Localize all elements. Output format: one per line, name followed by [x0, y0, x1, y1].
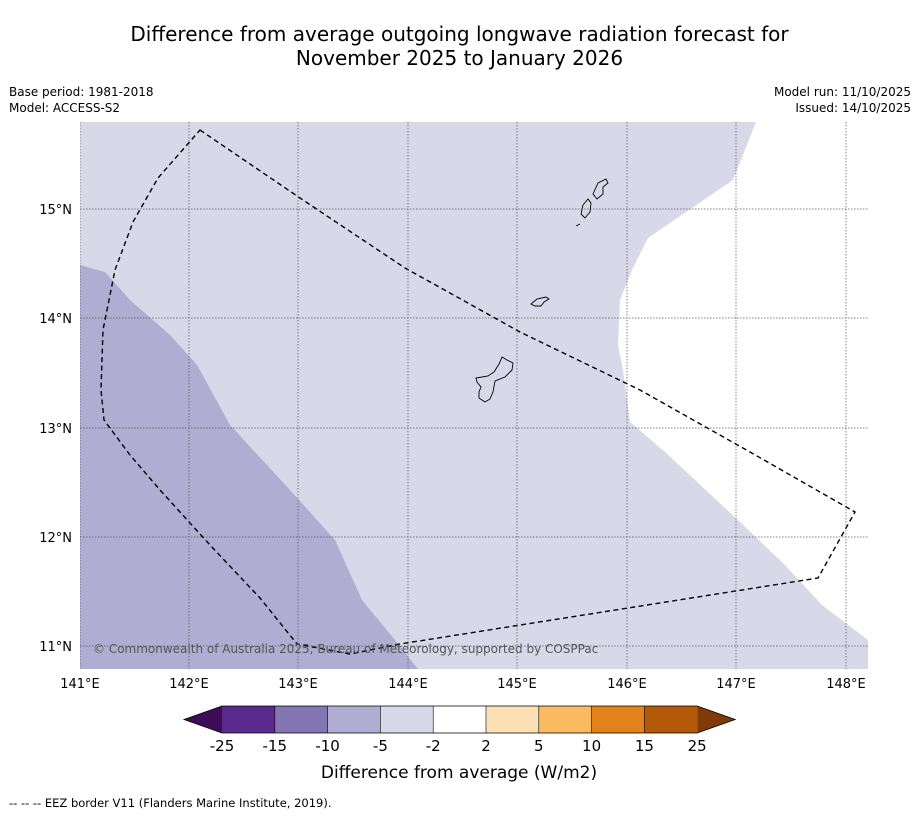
lon-label: 143°E: [278, 677, 318, 692]
colorbar-segment: [380, 706, 434, 733]
lon-label: 146°E: [607, 677, 647, 692]
colorbar-tick-label: -5: [373, 737, 388, 755]
colorbar-tick-label: 2: [481, 737, 491, 755]
island-tinian: [580, 198, 592, 219]
model-name: Model: ACCESS-S2: [9, 101, 121, 115]
lon-label: 148°E: [826, 677, 866, 692]
title-line-2: November 2025 to January 2026: [295, 46, 624, 70]
colorbar-extend-max: [697, 706, 736, 733]
colorbar-segment: [591, 706, 645, 733]
colorbar-tick-label: -2: [426, 737, 441, 755]
lat-label: 12°N: [39, 531, 72, 546]
colorbar-segment: [538, 706, 592, 733]
island-aguijan: [575, 223, 581, 227]
lat-label: 11°N: [39, 640, 72, 655]
lon-label: 147°E: [716, 677, 756, 692]
island-guam: [475, 356, 514, 403]
gridlines: [80, 122, 868, 669]
colorbar-tick-label: 5: [534, 737, 544, 755]
lon-label: 142°E: [169, 677, 209, 692]
lat-labels: 15°N 14°N 13°N 12°N 11°N: [39, 203, 72, 655]
map-plot-area: © Commonwealth of Australia 2025, Bureau…: [80, 122, 868, 669]
lon-label: 141°E: [60, 677, 100, 692]
eez-legend-symbol: -- -- --: [9, 796, 42, 810]
meta-right: Model run: 11/10/2025 Issued: 14/10/2025: [774, 84, 911, 116]
island-rota: [530, 296, 550, 307]
colorbar-segment: [222, 706, 275, 733]
chart-title: Difference from average outgoing longwav…: [0, 22, 919, 70]
colorbar-outline: [182, 705, 737, 734]
colorbar-tick-label: -15: [263, 737, 288, 755]
band-medium-purple: [80, 265, 418, 669]
colorbar-ticks: -25 -15 -10 -5 -2 2 5 10 15 25: [210, 737, 707, 755]
colorbar-segment: [274, 706, 328, 733]
colorbar-tick-label: 25: [688, 737, 707, 755]
title-line-1: Difference from average outgoing longwav…: [130, 22, 789, 46]
colorbar-tick-label: -10: [315, 737, 340, 755]
base-period: Base period: 1981-2018: [9, 85, 154, 99]
colorbar-segment: [644, 706, 698, 733]
lon-labels: 141°E 142°E 143°E 144°E 145°E 146°E 147°…: [60, 677, 866, 692]
eez-legend-text: EEZ border V11 (Flanders Marine Institut…: [44, 796, 332, 810]
colorbar: [182, 705, 737, 734]
colorbar-tick-label: -25: [210, 737, 235, 755]
eez-legend: -- -- -- EEZ border V11 (Flanders Marine…: [9, 796, 332, 810]
model-run: Model run: 11/10/2025: [773, 85, 911, 99]
colorbar-tick-label: 10: [582, 737, 601, 755]
colorbar-label: Difference from average (W/m2): [321, 763, 597, 783]
copyright-text: © Commonwealth of Australia 2025, Bureau…: [93, 642, 598, 656]
meta-left: Base period: 1981-2018 Model: ACCESS-S2: [9, 84, 154, 116]
lat-label: 15°N: [39, 203, 72, 218]
colorbar-segment: [433, 706, 486, 733]
island-saipan: [592, 178, 609, 200]
issued-date: Issued: 14/10/2025: [795, 101, 911, 115]
band-neutral: [618, 122, 868, 640]
colorbar-tick-label: 15: [635, 737, 654, 755]
lon-label: 145°E: [497, 677, 537, 692]
islands: [475, 178, 609, 403]
colorbar-extend-min: [184, 706, 222, 733]
colorbar-segment: [327, 706, 381, 733]
lat-label: 14°N: [39, 312, 72, 327]
eez-border: [100, 129, 856, 655]
lat-label: 13°N: [39, 422, 72, 437]
lon-label: 144°E: [388, 677, 428, 692]
colorbar-segment: [486, 706, 539, 733]
